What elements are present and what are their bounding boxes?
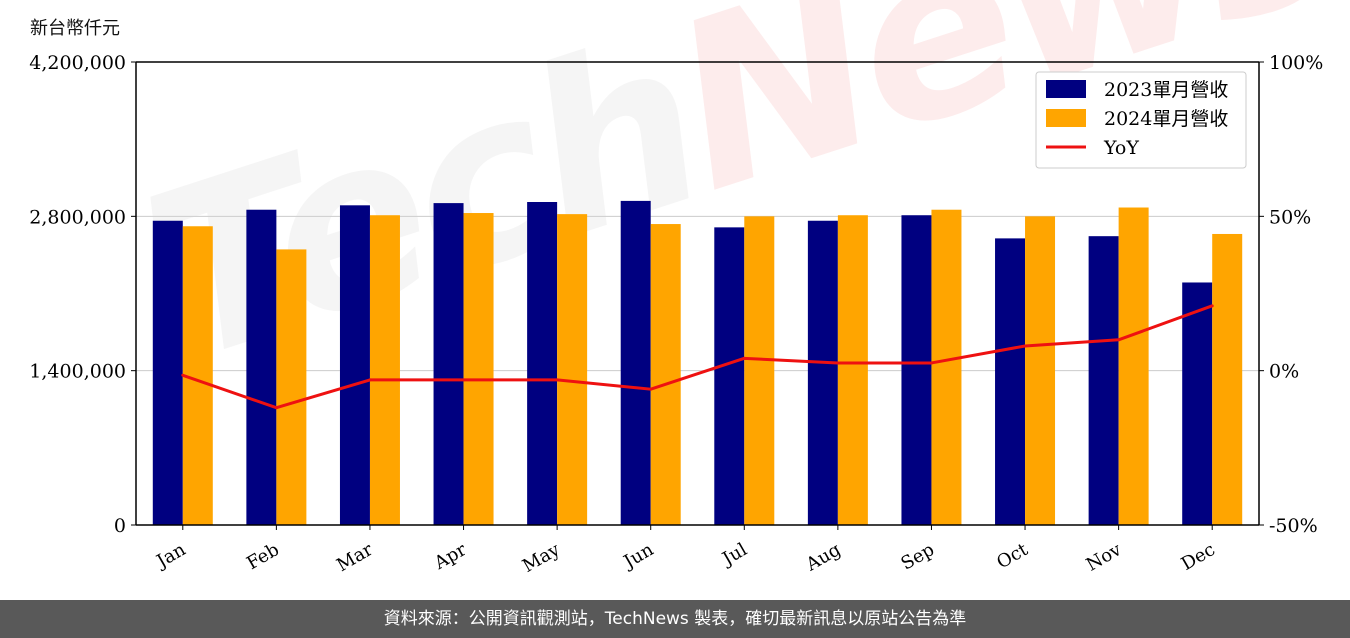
x-tick-label-nov: Nov (1083, 539, 1126, 576)
y-left-tick-label: 2,800,000 (29, 206, 126, 228)
x-tick-label-may: May (519, 539, 564, 577)
yoy-point-feb (274, 406, 278, 410)
yoy-point-aug (836, 361, 840, 365)
bar-2023-jan (152, 220, 183, 525)
revenue-chart: Jan Feb Mar Apr May Jun Jul Aug Sep Oct Nov Dec 0 1,4… (29, 52, 1323, 577)
y-right-tick-label: 0% (1269, 361, 1299, 383)
bar-2024-jul (744, 216, 775, 526)
x-tick-label-jun: Jun (619, 539, 658, 574)
bar-2024-dec (1212, 233, 1243, 525)
legend-label-2: YoY (1103, 137, 1139, 159)
yoy-point-jan (181, 373, 185, 377)
bar-2024-nov (1118, 207, 1149, 525)
bar-2023-apr (433, 203, 464, 525)
y-left-tick-label: 4,200,000 (29, 52, 126, 74)
x-tick-label-jan: Jan (151, 539, 189, 573)
unit-label: 新台幣仟元 (30, 18, 120, 39)
legend-box (1035, 71, 1247, 169)
footer-source: 資料來源：公開資訊觀測站，TechNews 製表，確切最新訊息以原站公告為準 (0, 600, 1350, 638)
yoy-point-may (555, 378, 559, 382)
bar-2024-feb (276, 249, 307, 525)
bar-2023-aug (807, 220, 838, 525)
y-left-tick-label: 0 (114, 515, 126, 537)
bar-2023-mar (339, 205, 370, 526)
y-right-tick-label: 100% (1269, 52, 1323, 74)
legend-swatch-1 (1046, 109, 1086, 127)
yoy-point-oct (1023, 344, 1027, 348)
bar-2023-sep (901, 215, 932, 525)
yoy-point-mar (368, 378, 372, 382)
x-tick-label-sep: Sep (898, 539, 938, 574)
bar-2024-sep (931, 209, 962, 525)
x-tick-label-oct: Oct (993, 539, 1032, 574)
bar-2023-jun (620, 200, 651, 525)
y-right-tick-label: -50% (1269, 515, 1318, 537)
bar-2023-dec (1182, 282, 1213, 525)
yoy-point-dec (1210, 304, 1214, 308)
x-tick-label-mar: Mar (333, 539, 377, 576)
bar-2024-mar (369, 215, 400, 525)
x-tick-label-dec: Dec (1178, 539, 1219, 575)
bar-2024-jun (650, 224, 681, 526)
bar-2023-feb (246, 209, 277, 525)
bar-2023-jul (714, 227, 745, 525)
yoy-point-jul (742, 356, 746, 360)
legend-label-1: 2024單月營收 (1104, 108, 1228, 130)
bar-2024-may (557, 214, 588, 525)
bar-2023-may (527, 202, 558, 525)
bar-2024-oct (1025, 216, 1056, 526)
yoy-point-sep (929, 361, 933, 365)
yoy-point-apr (462, 378, 466, 382)
x-tick-label-jul: Jul (717, 539, 751, 571)
bar-2024-aug (837, 215, 868, 525)
yoy-point-jun (649, 387, 653, 391)
legend-label-0: 2023單月營收 (1104, 79, 1228, 101)
bar-2023-nov (1088, 236, 1119, 525)
x-tick-label-apr: Apr (430, 539, 470, 574)
yoy-point-nov (1117, 338, 1121, 342)
y-left-tick-label: 1,400,000 (29, 361, 126, 383)
bar-2024-apr (463, 213, 494, 525)
x-tick-label-feb: Feb (243, 539, 283, 574)
x-tick-label-aug: Aug (802, 539, 845, 576)
yoy-line (182, 304, 1213, 410)
y-right-tick-label: 50% (1269, 206, 1311, 228)
legend-swatch-0 (1046, 80, 1086, 98)
bar-2023-oct (995, 238, 1026, 525)
